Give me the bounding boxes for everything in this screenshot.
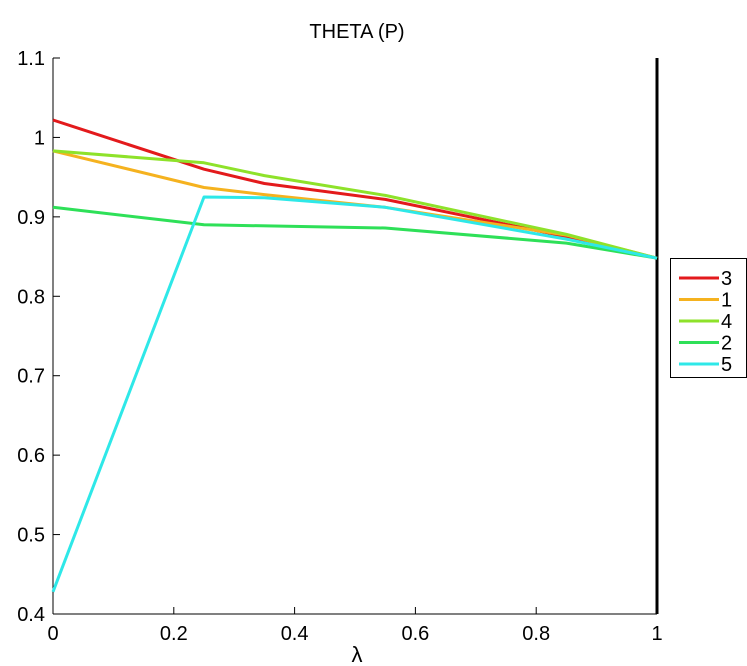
y-tick-label: 0.5 bbox=[17, 525, 45, 547]
series-line-4 bbox=[52, 149, 658, 260]
x-tick-label: 0 bbox=[47, 623, 58, 645]
y-tick-label: 0.6 bbox=[17, 445, 45, 467]
y-tick-label: 0.8 bbox=[17, 286, 45, 308]
legend-label-5: 5 bbox=[721, 354, 732, 376]
y-tick-label: 0.4 bbox=[17, 604, 45, 626]
axes: 0 0.2 0.4 0.6 0.8 1 0.4 0.5 0.6 0.7 0.8 0.9 1 1.1 bbox=[17, 48, 662, 645]
legend-label-1: 1 bbox=[721, 290, 732, 312]
legend-label-3: 3 bbox=[721, 268, 732, 290]
x-tick-label: 0.8 bbox=[522, 623, 550, 645]
chart-title: THETA (P) bbox=[309, 21, 404, 43]
legend-label-4: 4 bbox=[721, 311, 732, 333]
y-tick-label: 0.9 bbox=[17, 207, 45, 229]
legend-label-2: 2 bbox=[721, 333, 732, 355]
x-tick-label: 0.4 bbox=[281, 623, 309, 645]
series-group bbox=[51, 118, 658, 593]
x-tick-label: 1 bbox=[651, 623, 662, 645]
y-tick-label: 0.7 bbox=[17, 366, 45, 388]
x-axis-label: λ bbox=[352, 642, 363, 666]
series-line-2 bbox=[52, 205, 658, 260]
x-tick-label: 0.2 bbox=[160, 623, 188, 645]
y-tick-label: 1 bbox=[34, 127, 45, 149]
y-tick-label: 1.1 bbox=[17, 48, 45, 70]
legend-box bbox=[670, 258, 747, 378]
x-tick-label: 0.6 bbox=[401, 623, 429, 645]
series-line-5 bbox=[51, 195, 658, 593]
